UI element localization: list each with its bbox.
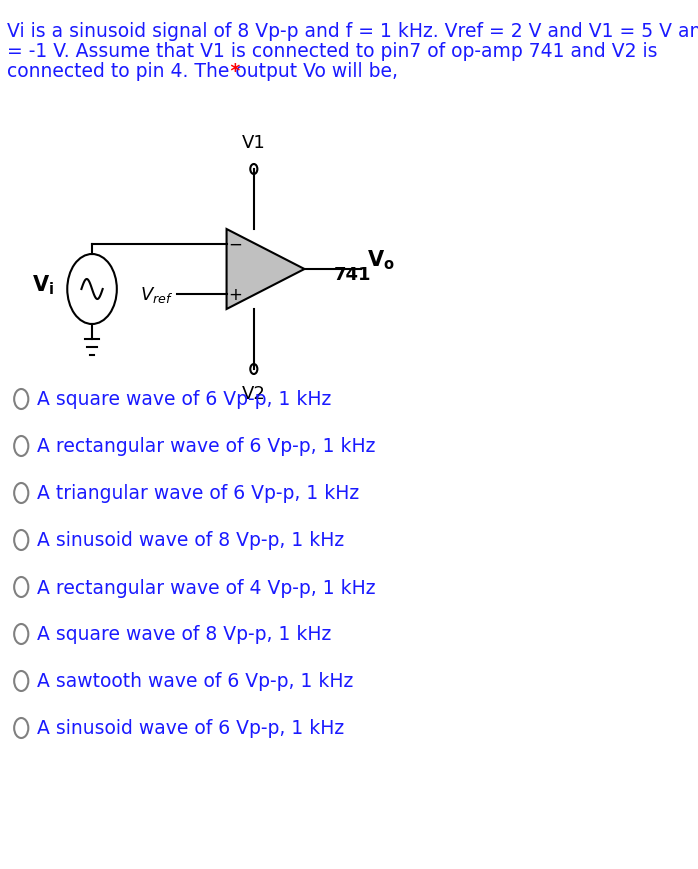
Polygon shape — [227, 229, 304, 309]
Circle shape — [14, 624, 29, 644]
Text: A sinusoid wave of 6 Vp-p, 1 kHz: A sinusoid wave of 6 Vp-p, 1 kHz — [37, 719, 344, 738]
Circle shape — [14, 483, 29, 503]
Text: *: * — [224, 62, 240, 81]
Text: Vi is a sinusoid signal of 8 Vp-p and f = 1 kHz. Vref = 2 V and V1 = 5 V and V2: Vi is a sinusoid signal of 8 Vp-p and f … — [7, 22, 698, 41]
Circle shape — [14, 718, 29, 738]
Text: connected to pin 4. The output Vo will be,: connected to pin 4. The output Vo will b… — [7, 62, 398, 81]
Circle shape — [14, 577, 29, 597]
Circle shape — [14, 436, 29, 456]
Text: +: + — [228, 286, 242, 303]
Text: −: − — [228, 235, 242, 254]
Text: 741: 741 — [334, 266, 371, 283]
Text: $V_{ref}$: $V_{ref}$ — [140, 285, 174, 305]
Text: V1: V1 — [242, 134, 266, 152]
Text: A square wave of 8 Vp-p, 1 kHz: A square wave of 8 Vp-p, 1 kHz — [37, 625, 331, 644]
Text: A rectangular wave of 6 Vp-p, 1 kHz: A rectangular wave of 6 Vp-p, 1 kHz — [37, 437, 376, 456]
Text: $\mathbf{V_i}$: $\mathbf{V_i}$ — [32, 273, 54, 296]
Circle shape — [67, 255, 117, 325]
Text: A square wave of 6 Vp-p, 1 kHz: A square wave of 6 Vp-p, 1 kHz — [37, 390, 331, 409]
Text: A rectangular wave of 4 Vp-p, 1 kHz: A rectangular wave of 4 Vp-p, 1 kHz — [37, 578, 376, 597]
Text: $\mathbf{V_o}$: $\mathbf{V_o}$ — [366, 248, 394, 271]
Circle shape — [14, 530, 29, 550]
Text: V2: V2 — [242, 385, 266, 402]
Circle shape — [251, 365, 258, 375]
Text: A triangular wave of 6 Vp-p, 1 kHz: A triangular wave of 6 Vp-p, 1 kHz — [37, 484, 359, 503]
Text: A sinusoid wave of 8 Vp-p, 1 kHz: A sinusoid wave of 8 Vp-p, 1 kHz — [37, 531, 344, 550]
Circle shape — [14, 389, 29, 409]
Circle shape — [14, 671, 29, 691]
Text: = -1 V. Assume that V1 is connected to pin7 of op-amp 741 and V2 is: = -1 V. Assume that V1 is connected to p… — [7, 42, 658, 61]
Circle shape — [251, 165, 258, 175]
Text: A sawtooth wave of 6 Vp-p, 1 kHz: A sawtooth wave of 6 Vp-p, 1 kHz — [37, 672, 353, 691]
